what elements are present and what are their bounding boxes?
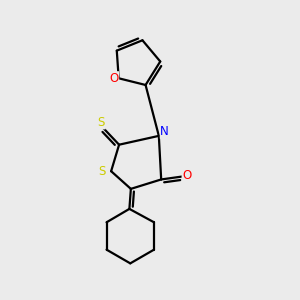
Text: S: S [99, 165, 106, 178]
Text: S: S [98, 116, 105, 129]
Text: O: O [182, 169, 191, 182]
Text: N: N [160, 125, 169, 138]
Text: O: O [110, 72, 118, 85]
